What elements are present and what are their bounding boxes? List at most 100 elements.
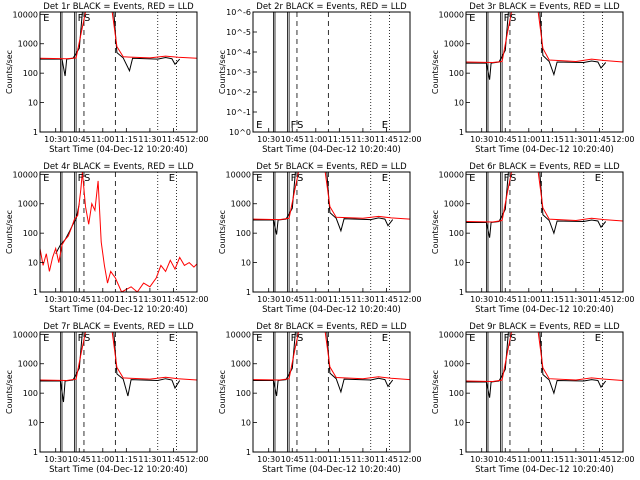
x-tick-label: 11:15 [541, 135, 564, 144]
x-tick-label: 10:45 [281, 295, 304, 304]
x-tick-label: 11:30 [351, 455, 374, 464]
y-tick-label: 10^-1 [226, 108, 251, 117]
event-annotation: F [78, 173, 84, 184]
event-annotation: F [291, 173, 297, 184]
y-tick-label: 100 [23, 229, 38, 238]
y-tick-label: 1 [33, 128, 38, 137]
event-annotation: E [256, 173, 262, 184]
event-annotation: F [291, 120, 297, 131]
panel-title: Det 8r BLACK = Events, RED = LLD [256, 322, 407, 332]
x-tick-label: 11:45 [588, 135, 611, 144]
x-tick-label: 12:00 [398, 295, 421, 304]
event-annotation: F [291, 333, 297, 344]
x-tick-label: 10:45 [494, 455, 517, 464]
x-tick-label: 11:00 [304, 455, 327, 464]
x-tick-label: 10:30 [470, 295, 493, 304]
x-tick-label: 11:45 [162, 135, 185, 144]
event-annotation: S [297, 173, 303, 184]
event-annotation: E [256, 120, 262, 131]
event-annotation: S [84, 173, 90, 184]
x-axis-label: Start Time (04-Dec-12 10:20:40) [262, 145, 401, 155]
x-tick-label: 11:00 [91, 455, 114, 464]
x-axis-label: Start Time (04-Dec-12 10:20:40) [475, 145, 614, 155]
y-tick-label: 10000 [13, 170, 38, 179]
event-annotation: E [43, 13, 49, 24]
event-annotation: S [84, 333, 90, 344]
series-line-events [40, 332, 181, 403]
y-tick-label: 10000 [13, 10, 38, 19]
series-line-events [466, 12, 607, 80]
x-tick-label: 11:00 [517, 455, 540, 464]
y-tick-label: 1 [33, 288, 38, 297]
y-axis-label: Counts/sec [431, 50, 440, 94]
plot-frame [465, 331, 624, 453]
y-tick-label: 10 [28, 99, 38, 108]
y-tick-label: 10^-5 [226, 28, 251, 37]
y-tick-label: 10 [28, 419, 38, 428]
plot-frame [465, 171, 624, 293]
x-tick-label: 12:00 [611, 455, 634, 464]
x-tick-label: 11:00 [517, 135, 540, 144]
series-line-lld [40, 172, 197, 292]
panel-title: Det 9r BLACK = Events, RED = LLD [469, 322, 620, 332]
x-tick-label: 10:30 [257, 135, 280, 144]
plot-frame [39, 171, 198, 293]
series-line-events [253, 172, 394, 235]
x-tick-label: 11:00 [517, 295, 540, 304]
y-tick-label: 10 [454, 259, 464, 268]
event-annotation: F [78, 13, 84, 24]
y-tick-label: 10^0 [229, 128, 251, 137]
plot-frame [252, 11, 411, 133]
panel-title: Det 5r BLACK = Events, RED = LLD [256, 162, 407, 172]
y-tick-label: 10^-2 [226, 88, 251, 97]
series-line-events [466, 332, 607, 398]
x-tick-label: 11:15 [328, 455, 351, 464]
x-axis-label: Start Time (04-Dec-12 10:20:40) [262, 305, 401, 315]
event-annotation: E [469, 13, 475, 24]
event-annotation: E [169, 173, 175, 184]
x-axis-label: Start Time (04-Dec-12 10:20:40) [475, 305, 614, 315]
x-tick-label: 10:30 [257, 295, 280, 304]
y-tick-label: 1 [33, 448, 38, 457]
event-annotation: F [78, 333, 84, 344]
x-tick-label: 11:30 [138, 455, 161, 464]
event-annotation: S [510, 13, 516, 24]
x-tick-label: 10:30 [44, 455, 67, 464]
x-axis-label: Start Time (04-Dec-12 10:20:40) [49, 465, 188, 475]
x-tick-label: 10:45 [494, 135, 517, 144]
x-tick-label: 11:15 [541, 455, 564, 464]
x-tick-label: 10:45 [494, 295, 517, 304]
x-tick-label: 11:15 [115, 135, 138, 144]
panel-title: Det 1r BLACK = Events, RED = LLD [43, 2, 194, 12]
x-tick-label: 11:45 [588, 295, 611, 304]
event-annotation: S [84, 13, 90, 24]
y-tick-label: 1 [459, 128, 464, 137]
event-annotation: F [504, 173, 510, 184]
y-axis-label: Counts/sec [218, 370, 227, 414]
x-axis-label: Start Time (04-Dec-12 10:20:40) [49, 145, 188, 155]
x-tick-label: 10:30 [44, 135, 67, 144]
y-tick-label: 100 [449, 229, 464, 238]
x-tick-label: 10:45 [68, 295, 91, 304]
x-axis-label: Start Time (04-Dec-12 10:20:40) [475, 465, 614, 475]
series-line-events [466, 172, 607, 238]
y-tick-label: 1000 [444, 360, 464, 369]
y-tick-label: 1000 [18, 360, 38, 369]
y-tick-label: 1000 [444, 200, 464, 209]
x-tick-label: 11:30 [564, 295, 587, 304]
panel-title: Det 7r BLACK = Events, RED = LLD [43, 322, 194, 332]
y-tick-label: 10^-6 [226, 8, 251, 17]
x-tick-label: 11:00 [304, 295, 327, 304]
y-tick-label: 1 [246, 288, 251, 297]
event-annotation: S [510, 173, 516, 184]
series-line-events [253, 332, 394, 397]
x-tick-label: 11:45 [162, 295, 185, 304]
x-tick-label: 12:00 [185, 455, 208, 464]
x-tick-label: 12:00 [611, 135, 634, 144]
x-tick-label: 12:00 [398, 455, 421, 464]
x-tick-label: 11:15 [541, 295, 564, 304]
panel-title: Det 3r BLACK = Events, RED = LLD [469, 2, 620, 12]
